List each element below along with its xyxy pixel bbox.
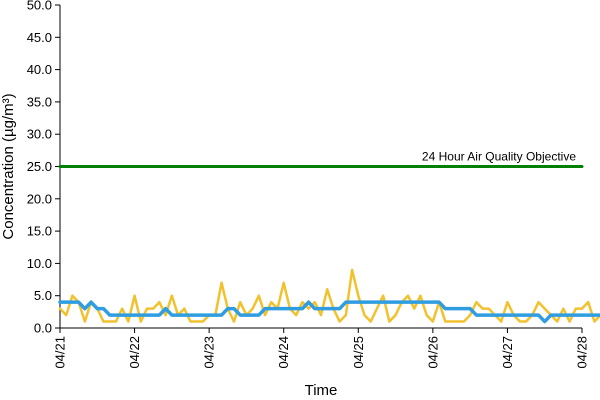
y-tick-label: 0.0 (34, 321, 52, 336)
y-tick-label: 50.0 (27, 0, 52, 13)
y-tick-label: 35.0 (27, 94, 52, 109)
y-tick-label: 10.0 (27, 256, 52, 271)
x-tick-label: 04/27 (500, 336, 515, 369)
x-tick-label: 04/25 (351, 336, 366, 369)
x-tick-label: 04/22 (127, 336, 142, 369)
y-tick-label: 5.0 (34, 288, 52, 303)
x-axis-title: Time (305, 382, 338, 399)
x-axis-ticks: 04/21 04/22 04/23 04/24 04/25 04/26 04/27 04/28 (53, 328, 590, 369)
y-tick-label: 30.0 (27, 127, 52, 142)
series-layer (58, 165, 600, 324)
rolling-average-series-line (58, 300, 600, 324)
x-tick-label: 04/26 (425, 336, 440, 369)
x-tick-label: 04/24 (276, 336, 291, 369)
objective-annotation: 24 Hour Air Quality Objective (422, 150, 576, 164)
y-tick-label: 15.0 (27, 224, 52, 239)
x-tick-label: 04/23 (202, 336, 217, 369)
y-tick-label: 20.0 (27, 191, 52, 206)
y-axis-ticks: 0.0 5.0 10.0 15.0 20.0 25.0 30.0 35.0 40.0 45.0 50… (27, 0, 60, 336)
y-tick-label: 25.0 (27, 159, 52, 174)
y-tick-label: 45.0 (27, 30, 52, 45)
x-tick-label: 04/21 (53, 336, 68, 369)
x-tick-label: 04/28 (575, 336, 590, 369)
y-tick-label: 40.0 (27, 62, 52, 77)
y-axis-title: Concentration (µg/m³) (0, 93, 17, 239)
